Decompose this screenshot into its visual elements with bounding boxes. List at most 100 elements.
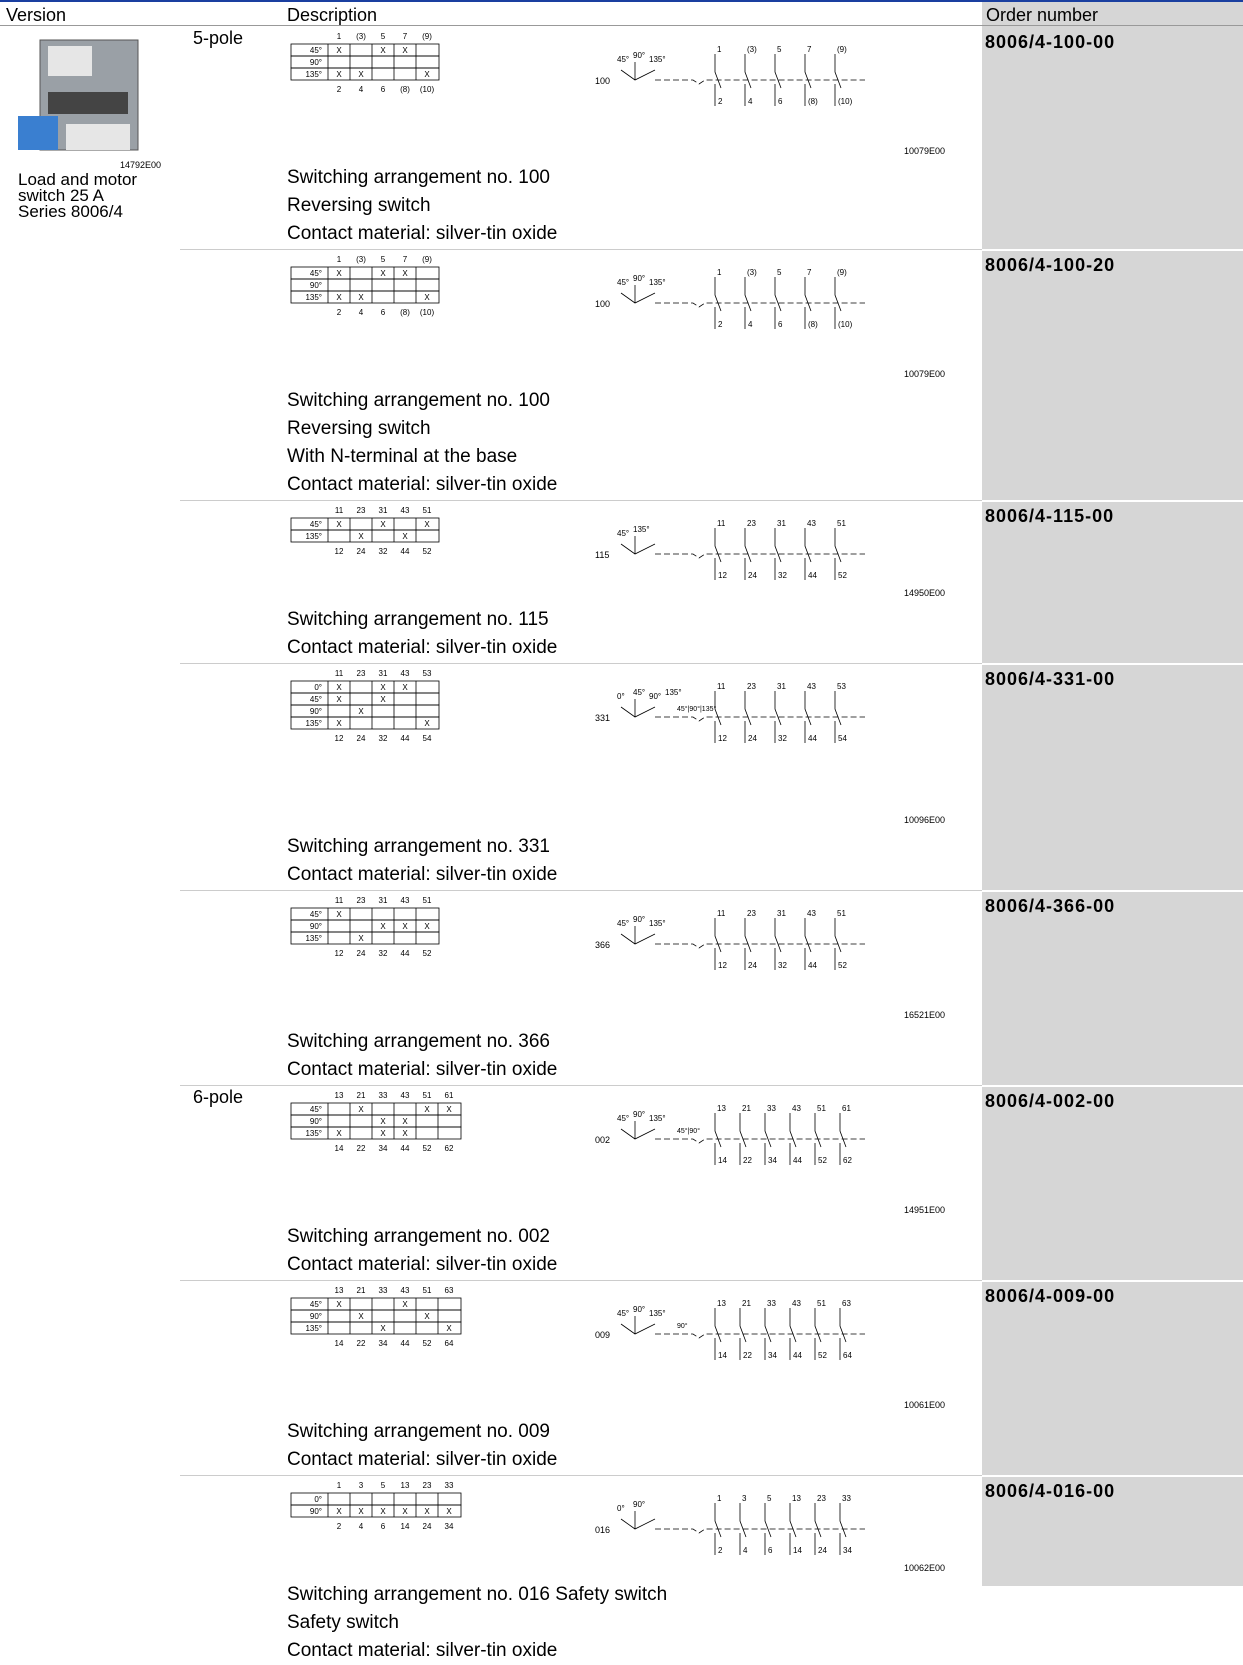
row-separator xyxy=(180,249,982,250)
contact-bottom: 2 xyxy=(337,308,342,317)
schematic-extra: 45°|90° xyxy=(677,1127,700,1135)
contact-top: 33 xyxy=(842,1494,851,1503)
cell-mark: X xyxy=(424,520,430,529)
cell-mark: X xyxy=(358,70,364,79)
contact-bottom: 6 xyxy=(381,308,386,317)
contact xyxy=(714,54,722,106)
description-line: Switching arrangement no. 016 Safety swi… xyxy=(287,1584,668,1605)
contact-bottom: 52 xyxy=(423,1144,432,1153)
contact-top: 23 xyxy=(817,1494,826,1503)
cell-mark: X xyxy=(402,1117,408,1126)
contact-top: 23 xyxy=(357,896,366,905)
schematic-link xyxy=(655,1138,865,1144)
cell-mark: X xyxy=(336,269,342,278)
contact-bottom: 34 xyxy=(379,1144,388,1153)
schematic-angle: 90° xyxy=(633,1110,645,1119)
description-line: Contact material: silver-tin oxide xyxy=(287,637,558,658)
header-version: Version xyxy=(0,0,180,26)
description-line: Switching arrangement no. 009 xyxy=(287,1421,550,1442)
contact-top: (9) xyxy=(837,268,847,277)
contact-bottom: 32 xyxy=(778,734,787,743)
order-number: 8006/4-100-00 xyxy=(985,32,1116,52)
contact-bottom: 44 xyxy=(808,734,817,743)
schematic-link xyxy=(655,716,865,722)
contact-top: 21 xyxy=(742,1299,751,1308)
drawing-code: 10096E00 xyxy=(904,815,946,825)
contact-top: 13 xyxy=(335,1286,344,1295)
table-row xyxy=(290,716,440,730)
contact-bottom: 62 xyxy=(445,1144,454,1153)
row-separator xyxy=(180,500,982,501)
cell-mark: X xyxy=(380,46,386,55)
contact xyxy=(839,1113,847,1165)
schematic-handle xyxy=(620,536,656,555)
angle-label: 90° xyxy=(310,922,322,931)
contact-bottom: 14 xyxy=(718,1351,727,1360)
contact-top: (3) xyxy=(747,268,757,277)
contact-top: 21 xyxy=(742,1104,751,1113)
angle-label: 135° xyxy=(305,532,322,541)
cell-mark: X xyxy=(424,922,430,931)
angle-label: 135° xyxy=(305,293,322,302)
contact-top: 31 xyxy=(777,682,786,691)
contact-top: 7 xyxy=(807,268,812,277)
contact xyxy=(834,691,842,743)
cell-mark: X xyxy=(380,1129,386,1138)
cell-mark: X xyxy=(446,1507,452,1516)
contact-bottom: 2 xyxy=(337,85,342,94)
schematic-handle xyxy=(620,926,656,945)
contact-bottom: 44 xyxy=(401,1339,410,1348)
contact-bottom: 24 xyxy=(423,1522,432,1531)
contact xyxy=(804,54,812,106)
contact xyxy=(834,918,842,970)
contact-bottom: 14 xyxy=(401,1522,410,1531)
schematic-angle: 45° xyxy=(617,919,629,928)
contact-bottom: 14 xyxy=(718,1156,727,1165)
contact-top: 43 xyxy=(807,519,816,528)
contact-top: 13 xyxy=(792,1494,801,1503)
contact-bottom: 12 xyxy=(718,961,727,970)
row-separator xyxy=(982,500,1243,502)
contact-bottom: 6 xyxy=(778,97,783,106)
contact-top: 33 xyxy=(379,1091,388,1100)
cell-mark: X xyxy=(336,46,342,55)
cell-mark: X xyxy=(358,293,364,302)
switch-table: 1 (3) 5 7 (9) 45° X X X 90° 135° X X X 2 4 6 (8) (10) xyxy=(290,255,440,317)
contact-bottom: 2 xyxy=(337,1522,342,1531)
contact-bottom: 54 xyxy=(423,734,432,743)
contact-top: 61 xyxy=(445,1091,454,1100)
schematic-link xyxy=(655,79,865,85)
contact-bottom: 12 xyxy=(335,949,344,958)
contact-bottom: 44 xyxy=(401,547,410,556)
contact-top: 33 xyxy=(379,1286,388,1295)
contact-bottom: 64 xyxy=(445,1339,454,1348)
schematic-angle: 135° xyxy=(649,919,666,928)
order-number: 8006/4-331-00 xyxy=(985,669,1116,689)
contact-top: 43 xyxy=(792,1299,801,1308)
switch-table: 11 23 31 43 51 45° X 90° X X X 135° X 12 24 32 44 52 xyxy=(290,896,440,958)
contact-bottom: (8) xyxy=(808,97,818,106)
schematic-number: 009 xyxy=(595,1330,610,1340)
contact-bottom: 32 xyxy=(379,734,388,743)
table-row xyxy=(290,529,440,543)
contact-bottom: 4 xyxy=(743,1546,748,1555)
angle-label: 45° xyxy=(310,46,322,55)
row-separator xyxy=(982,249,1243,251)
schematic-angle: 45° xyxy=(617,529,629,538)
cell-mark: X xyxy=(336,910,342,919)
contact-top: 13 xyxy=(401,1481,410,1490)
angle-label: 45° xyxy=(310,520,322,529)
schematic-angle: 45° xyxy=(617,1114,629,1123)
description-line: With N-terminal at the base xyxy=(287,446,518,467)
schematic-angle: 0° xyxy=(617,1504,625,1513)
contact xyxy=(714,918,722,970)
schematic-handle xyxy=(620,699,656,718)
cell-mark: X xyxy=(336,293,342,302)
contact-bottom: 24 xyxy=(748,734,757,743)
product-image xyxy=(18,39,139,151)
contact-top: 1 xyxy=(717,268,722,277)
cell-mark: X xyxy=(402,269,408,278)
contact-bottom: 24 xyxy=(357,949,366,958)
schematic-angle: 90° xyxy=(633,1305,645,1314)
